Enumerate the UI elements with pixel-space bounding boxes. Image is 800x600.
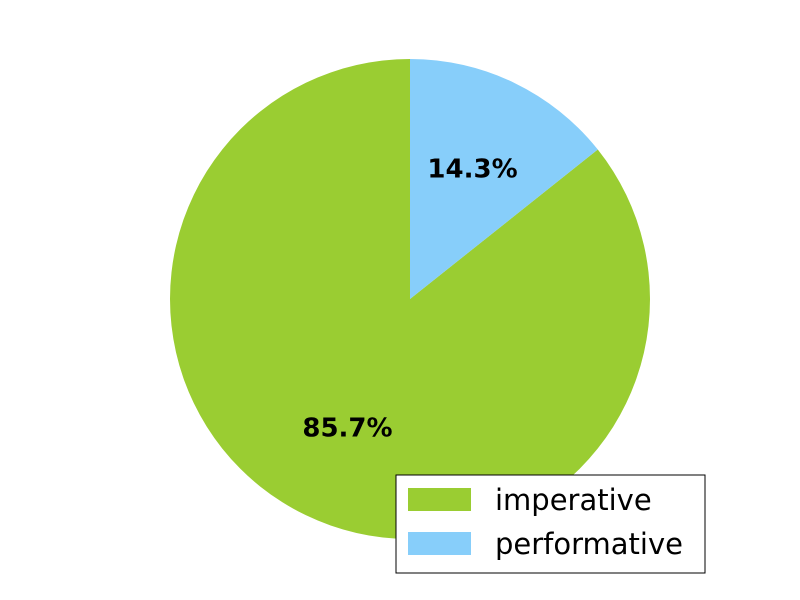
legend: imperative performative xyxy=(395,474,706,574)
pie-slice-performative xyxy=(410,59,598,299)
slice-percent-label-imperative: 85.7% xyxy=(302,414,392,444)
pie-slices xyxy=(169,59,650,539)
legend-label-imperative: imperative xyxy=(495,483,652,517)
legend-label-performative: performative xyxy=(495,527,683,561)
legend-swatch-imperative xyxy=(408,488,471,511)
slice-percent-label-performative: 14.3% xyxy=(427,154,517,184)
legend-swatch-performative xyxy=(408,532,471,555)
pie-labels: 85.7% 14.3% xyxy=(302,154,517,443)
